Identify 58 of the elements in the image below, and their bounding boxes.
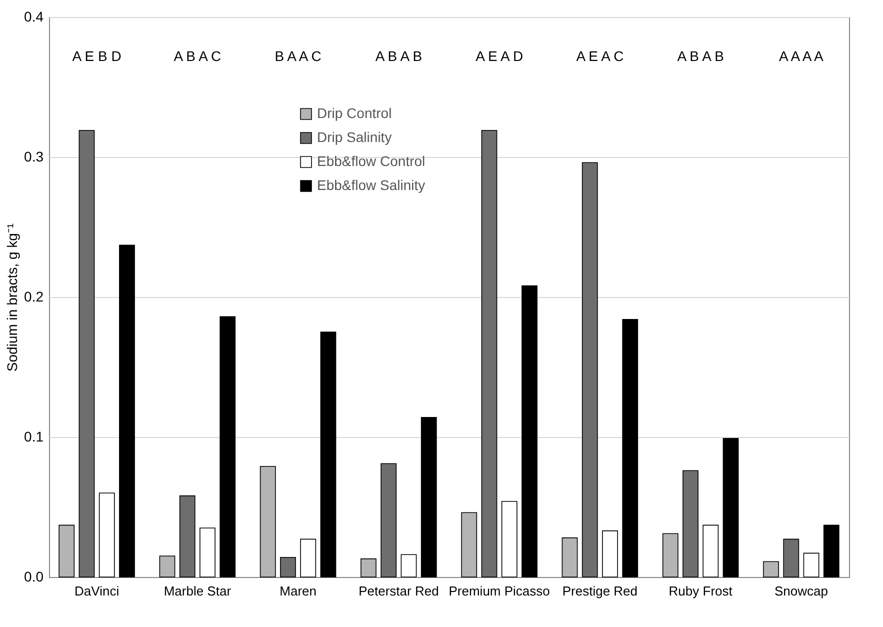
x-tick-label: Marble Star: [164, 584, 232, 598]
x-tick-label: DaVinci: [74, 584, 120, 598]
annotation: A B A C: [174, 48, 222, 64]
bar: [260, 466, 276, 578]
bar: [803, 552, 820, 578]
bar: [461, 512, 478, 578]
bar: [823, 524, 840, 578]
bar: [360, 558, 376, 578]
bar: [682, 470, 698, 578]
legend-label: Ebb&flow Salinity: [317, 177, 426, 193]
y-tick-label: 0.0: [24, 568, 44, 584]
bar: [220, 316, 236, 578]
annotation: B A A C: [274, 48, 322, 64]
y-tick-label: 0.3: [24, 148, 44, 164]
bar: [501, 501, 518, 578]
x-tick-label: Peterstar Red: [358, 584, 439, 598]
bar: [481, 130, 498, 578]
bar: [763, 561, 779, 578]
x-tick-label: Ruby Frost: [668, 584, 733, 598]
bar: [722, 438, 739, 578]
bar: [702, 524, 719, 578]
annotation: A A A A: [779, 48, 824, 64]
bar: [380, 463, 397, 578]
bar: [159, 556, 176, 578]
bar: [78, 130, 95, 578]
bar: [662, 533, 678, 578]
y-tick-label: 0.2: [24, 288, 44, 304]
annotation: A B A B: [375, 48, 422, 64]
legend-label: Ebb&flow Control: [317, 153, 426, 169]
bar: [98, 492, 115, 578]
bar: [783, 538, 800, 578]
bar: [58, 524, 75, 578]
annotation: A E A C: [576, 48, 624, 64]
annotation: A E B D: [72, 48, 122, 64]
legend-label: Drip Control: [317, 105, 392, 121]
x-tick-label: Maren: [280, 584, 316, 598]
legend-label: Drip Salinity: [317, 129, 392, 145]
bar: [522, 285, 538, 578]
bar: [622, 319, 638, 578]
bar: [200, 528, 216, 578]
bar: [300, 538, 316, 578]
bar: [179, 495, 196, 578]
bar: [280, 557, 296, 578]
y-tick-label: 0.4: [24, 8, 44, 24]
x-tick-label: Prestige Red: [562, 584, 638, 598]
bar: [420, 417, 437, 578]
y-axis-title: Sodium in bracts, g kg⁻¹: [4, 223, 20, 372]
x-tick-label: Premium Picasso: [448, 584, 550, 598]
x-tick-label: Snowcap: [774, 584, 828, 598]
bar: [320, 332, 336, 578]
annotation: A E A D: [476, 48, 524, 64]
annotation: A B A B: [677, 48, 724, 64]
bar: [582, 162, 598, 578]
bar: [400, 554, 417, 578]
bar: [562, 537, 578, 578]
bar: [119, 244, 135, 578]
y-tick-label: 0.1: [24, 428, 44, 444]
bar: [602, 530, 618, 578]
